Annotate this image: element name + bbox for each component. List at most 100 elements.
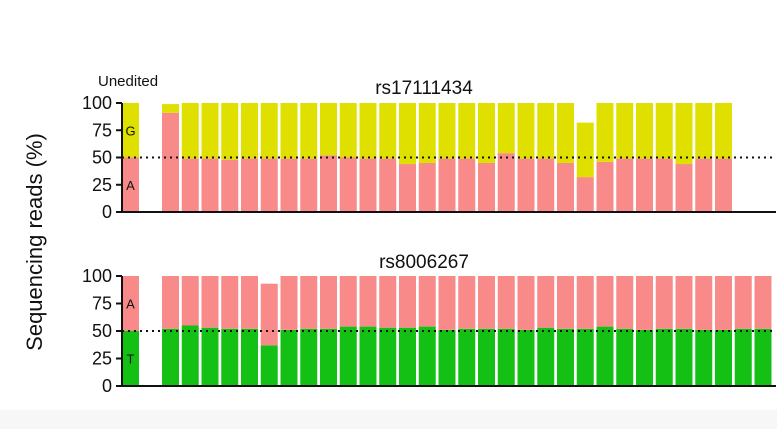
bar-A-2 xyxy=(181,158,199,212)
y-tick-label: 50 xyxy=(92,321,112,341)
bar-A-12 xyxy=(379,158,397,212)
control-label-A: A xyxy=(126,297,135,312)
bar-G-12 xyxy=(379,103,397,159)
bar-G-11 xyxy=(359,103,377,159)
bar-A-9 xyxy=(320,276,337,329)
bar-T-28 xyxy=(695,329,713,386)
bar-T-3 xyxy=(201,327,219,386)
bar-T-30 xyxy=(734,328,752,386)
bar-G-18 xyxy=(497,103,515,154)
bar-T-25 xyxy=(636,329,653,386)
bar-T-17 xyxy=(478,328,495,386)
bar-A-12 xyxy=(379,276,397,328)
bar-T-10 xyxy=(339,326,357,386)
panel-rs8006267: rs8006267 T A 0 25 50 75 100 xyxy=(82,252,776,396)
y-tick-label: 25 xyxy=(92,349,112,369)
bar-A-30 xyxy=(734,276,752,329)
bar-A-13 xyxy=(399,276,416,328)
bar-A-29 xyxy=(715,158,732,212)
bar-A-26 xyxy=(655,158,673,212)
bar-A-22 xyxy=(576,177,594,212)
bar-G-4 xyxy=(221,103,239,160)
bar-A-13 xyxy=(399,164,416,212)
bar-A-3 xyxy=(201,158,219,212)
bar-A-20 xyxy=(537,276,555,328)
unedited-label: Unedited xyxy=(98,73,158,90)
bar-T-11 xyxy=(359,326,377,386)
control-label-G: G xyxy=(125,123,135,138)
bar-A-23 xyxy=(596,161,614,212)
bar-T-8 xyxy=(300,328,318,386)
bar-G-5 xyxy=(241,103,258,159)
bar-A-18 xyxy=(497,153,515,212)
bar-T-31 xyxy=(754,328,772,386)
bar-T-26 xyxy=(655,328,673,386)
bar-T-16 xyxy=(458,328,476,386)
bar-T-7 xyxy=(280,329,298,386)
panel-rs17111434: rs17111434 A G 0 25 50 75 100 xyxy=(82,78,776,222)
bar-A-31 xyxy=(754,276,772,329)
bar-G-20 xyxy=(537,103,555,159)
bar-A-18 xyxy=(497,276,515,329)
bar-G-23 xyxy=(596,103,614,162)
bar-A-23 xyxy=(596,276,614,327)
bar-A-8 xyxy=(300,158,318,212)
bar-G-14 xyxy=(418,103,436,163)
bar-A-11 xyxy=(359,276,377,327)
bar-A-20 xyxy=(537,158,555,212)
y-tick-label: 75 xyxy=(92,294,112,314)
bar-A-22 xyxy=(576,276,594,329)
control-label-A: A xyxy=(126,178,135,193)
y-axis-label: Sequencing reads (%) xyxy=(22,133,47,351)
bar-A-7 xyxy=(280,158,298,212)
bar-G-3 xyxy=(201,103,219,159)
bar-T-13 xyxy=(399,327,416,386)
bar-G-27 xyxy=(675,103,693,165)
bar-G-6 xyxy=(260,103,278,159)
bar-G-29 xyxy=(715,103,732,159)
bar-A-2 xyxy=(181,276,199,326)
bar-A-9 xyxy=(320,155,337,212)
bar-A-28 xyxy=(695,276,713,330)
bar-A-24 xyxy=(616,276,634,329)
bar-A-25 xyxy=(636,276,653,330)
bar-A-19 xyxy=(517,158,535,212)
chart-title: rs8006267 xyxy=(379,252,469,273)
bar-A-1 xyxy=(162,112,179,212)
bar-G-1 xyxy=(162,104,179,113)
bar-G-9 xyxy=(320,103,337,156)
bar-A-15 xyxy=(438,158,456,212)
y-tick-label: 100 xyxy=(82,93,112,113)
bar-T-15 xyxy=(438,329,456,386)
bar-A-5 xyxy=(241,276,258,329)
bar-T-14 xyxy=(418,326,436,386)
bar-A-21 xyxy=(557,162,574,212)
bar-A-14 xyxy=(418,162,436,212)
bar-G-22 xyxy=(576,122,594,178)
bar-G-19 xyxy=(517,103,535,159)
footer-band xyxy=(0,410,777,429)
bar-T-1 xyxy=(162,328,179,386)
bar-A-4 xyxy=(221,159,239,212)
control-bar-G xyxy=(122,103,139,158)
bar-G-28 xyxy=(695,103,713,159)
bar-A-10 xyxy=(339,157,357,212)
bar-A-6 xyxy=(260,283,278,346)
bar-T-2 xyxy=(181,325,199,386)
bar-A-11 xyxy=(359,158,377,212)
bar-T-9 xyxy=(320,328,337,386)
bar-T-4 xyxy=(221,328,239,386)
bar-A-10 xyxy=(339,276,357,327)
bar-A-28 xyxy=(695,158,713,212)
bar-G-13 xyxy=(399,103,416,165)
bar-A-25 xyxy=(636,158,653,212)
bar-A-6 xyxy=(260,158,278,212)
control-bar-A xyxy=(122,276,139,331)
control-bar-T xyxy=(122,331,139,386)
bar-T-22 xyxy=(576,328,594,386)
bar-G-15 xyxy=(438,103,456,159)
bar-A-17 xyxy=(478,276,495,329)
bar-A-8 xyxy=(300,276,318,329)
